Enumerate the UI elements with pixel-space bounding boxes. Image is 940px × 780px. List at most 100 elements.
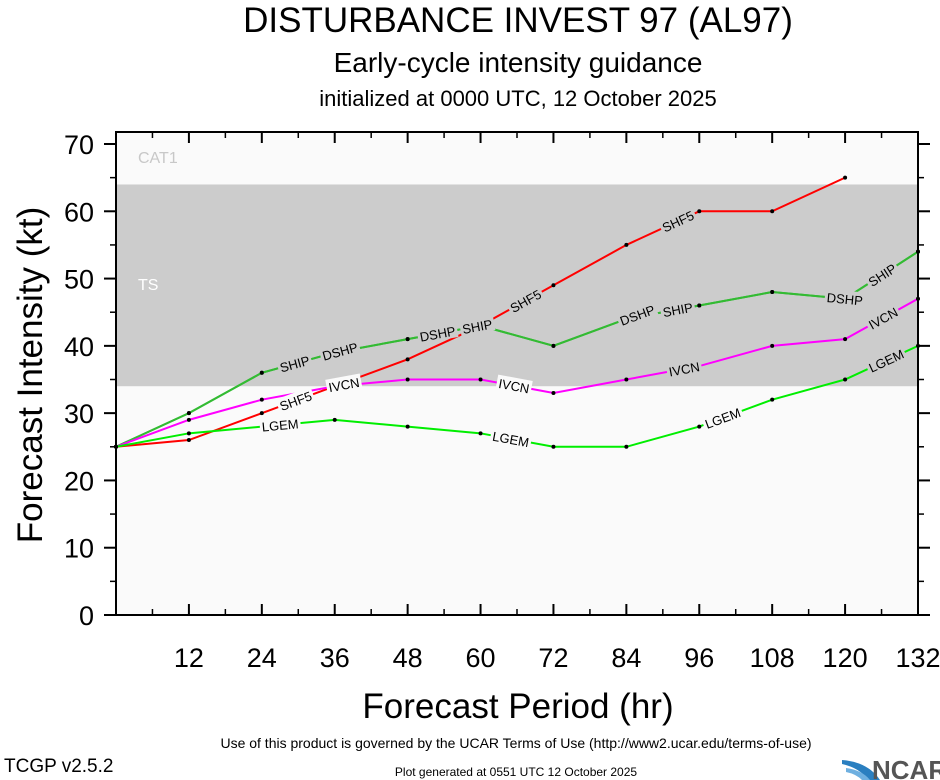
label-background [416,322,459,345]
data-point [697,209,702,214]
series-inline-label: DSHP [416,322,459,345]
series-label-lgem: LGEM [491,429,530,450]
series-inline-label: IVCN [665,357,703,380]
label-background [489,427,533,450]
label-background [659,298,696,320]
x-tick-label: 24 [247,643,277,673]
x-tick-label: 132 [895,643,940,673]
x-tick-label: 84 [611,643,641,673]
data-point [843,377,848,382]
series-inline-label: SHIP [659,298,696,320]
label-background [495,374,533,396]
y-axis-label: Forecast Intensity (kt) [11,207,50,543]
data-point [186,438,191,443]
data-point [843,175,848,180]
x-tick-label: 108 [750,643,795,673]
data-point [624,242,629,247]
series-inline-label: LGEM [259,415,302,435]
axes: 12 24 36 48 60 72 84 96 108 120 132 0 10 20 30 40 50 60 70 [64,130,940,673]
y-tick-label: 70 [64,130,94,160]
y-tick-label: 40 [64,332,94,362]
ncar-logo-text: NCAR [872,755,940,780]
x-tick-label: 60 [466,643,496,673]
terms-of-use-text: Use of this product is governed by the U… [220,735,811,751]
x-tick-label: 12 [174,643,204,673]
series-inline-label: SHIP [458,315,496,337]
data-point [186,417,191,422]
chart-subtitle-init: initialized at 0000 UTC, 12 October 2025 [319,86,716,111]
version-label: TCGP v2.5.2 [4,756,113,777]
data-point [405,357,410,362]
data-point [259,370,264,375]
data-point [186,411,191,416]
data-point [697,424,702,429]
data-point [770,209,775,214]
label-background [259,415,302,434]
x-tick-label: 120 [823,643,868,673]
series-label-lgem: LGEM [261,416,299,434]
x-tick-label: 72 [538,643,568,673]
data-point [770,397,775,402]
data-point [624,377,629,382]
label-background [700,403,745,432]
data-point [332,417,337,422]
x-axis-label: Forecast Period (hr) [362,687,673,726]
series-line-dshp [115,250,919,448]
band-cat1 [116,132,918,185]
data-point [478,377,483,382]
series-label-ship: SHIP [662,300,695,320]
series-inline-label: IVCN [495,374,533,396]
data-point [697,303,702,308]
data-point [259,411,264,416]
y-tick-label: 60 [64,197,94,227]
label-background [665,357,703,379]
x-tick-label: 36 [320,643,350,673]
label-background [863,258,901,291]
label-background [505,284,546,316]
intensity-bands: TS CAT1 [116,132,918,615]
label-background [318,338,362,364]
data-point [770,343,775,348]
y-tick-label: 10 [64,534,94,564]
series-label-dshp: DSHP [419,323,457,344]
data-point [186,431,191,436]
label-background [863,302,902,333]
data-point [405,424,410,429]
label-background [275,386,316,414]
data-point [551,283,556,288]
series-label-ivcn: IVCN [668,359,701,379]
chart-title: DISTURBANCE INVEST 97 (AL97) [243,1,793,40]
y-tick-label: 0 [79,601,94,631]
data-point [551,444,556,449]
y-tick-label: 50 [64,265,94,295]
label-background [864,344,908,376]
y-tick-label: 30 [64,399,94,429]
label-background [325,373,363,395]
data-point [843,337,848,342]
label-background [275,351,314,376]
chart-subtitle: Early-cycle intensity guidance [334,47,703,78]
data-point [405,377,410,382]
data-point [551,390,556,395]
label-background [657,206,698,236]
data-point [770,290,775,295]
label-background [824,288,866,308]
series-label-dshp: DSHP [826,290,863,308]
ncar-logo: NCAR [842,755,940,780]
series-inline-label: DSHP [824,288,866,308]
data-point [405,337,410,342]
band-ts [116,184,918,387]
x-tick-label: 96 [684,643,714,673]
label-background [458,315,496,337]
series-inline-label: LGEM [489,427,533,450]
data-point [551,343,556,348]
label-background [615,300,659,329]
data-point [478,431,483,436]
y-tick-label: 20 [64,466,94,496]
series-label-ivcn: IVCN [497,376,530,396]
band-label-ts: TS [138,277,158,294]
x-tick-label: 48 [393,643,423,673]
series-inline-label: IVCN [325,373,363,395]
band-label-cat1: CAT1 [138,150,178,167]
